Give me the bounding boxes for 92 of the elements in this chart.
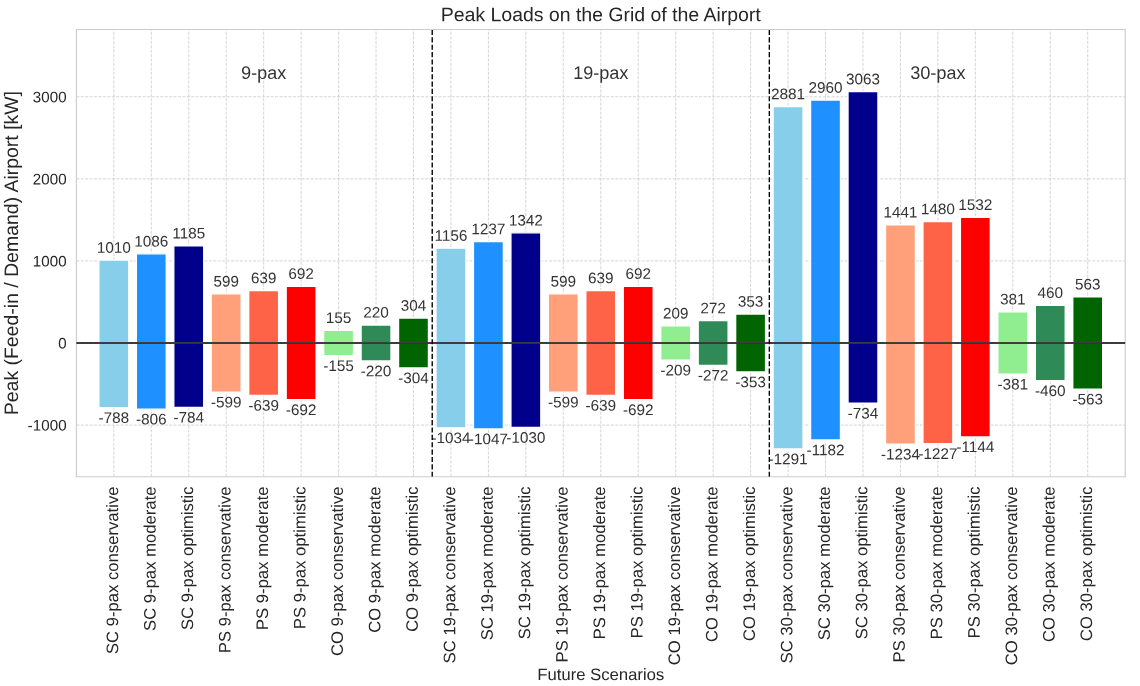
- data-label: -692: [286, 404, 316, 416]
- data-label: 1342: [510, 214, 543, 226]
- data-label: -1030: [507, 432, 545, 443]
- data-label: -1227: [919, 448, 957, 459]
- x-tick-label: CO 30-pax conservative: [1005, 487, 1021, 665]
- x-tick-label: SC 30-pax conservative: [780, 487, 796, 663]
- x-tick-label: SC 9-pax moderate: [143, 487, 160, 631]
- data-label: -460: [1035, 385, 1065, 397]
- x-tick-label: PS 19-pax moderate: [593, 487, 609, 638]
- data-label: 599: [551, 275, 576, 287]
- x-tick-label: PS 30-pax moderate: [930, 487, 946, 638]
- data-label: -1182: [807, 444, 844, 456]
- data-label: -806: [136, 413, 166, 425]
- data-label: -272: [698, 369, 728, 381]
- data-label: -1034: [432, 432, 471, 444]
- x-tick-label: CO 19-pax optimistic: [742, 486, 759, 641]
- x-tick-label: SC 9-pax optimistic: [180, 486, 197, 630]
- data-label: 692: [289, 268, 314, 280]
- data-label: 3063: [846, 73, 880, 85]
- data-label: -784: [174, 411, 204, 423]
- data-label: 220: [364, 306, 389, 318]
- data-label: -1144: [957, 441, 994, 453]
- data-label: -788: [99, 412, 129, 424]
- annotation: 19-pax: [574, 66, 629, 83]
- x-tick-label: PS 30-pax conservative: [892, 487, 909, 662]
- data-label: -692: [623, 404, 653, 416]
- data-label: -639: [586, 400, 616, 411]
- x-tick-label: PS 19-pax conservative: [555, 487, 572, 662]
- data-label: 381: [1000, 293, 1025, 305]
- data-label: 599: [214, 275, 239, 287]
- data-label: 563: [1075, 278, 1100, 290]
- data-label: 1480: [922, 203, 955, 215]
- x-tick-label: CO 9-pax conservative: [330, 487, 347, 656]
- x-tick-label: PS 9-pax optimistic: [293, 486, 309, 628]
- data-label: -1234: [881, 448, 920, 460]
- x-tick-label: SC 19-pax optimistic: [518, 486, 534, 639]
- data-label: -1047: [469, 433, 508, 445]
- data-label: -304: [398, 372, 429, 384]
- data-label: -220: [361, 365, 391, 377]
- y-axis-title: Peak (Feed-in / Demand) Airport [kW]: [3, 92, 23, 414]
- y-tick-label: -1000: [28, 419, 67, 431]
- x-tick-label: PS 19-pax optimistic: [630, 486, 647, 638]
- data-label: 155: [327, 312, 351, 324]
- data-label: 1156: [435, 230, 467, 241]
- data-label: 639: [251, 272, 276, 284]
- data-label: 1441: [884, 206, 917, 218]
- x-tick-label: SC 30-pax optimistic: [855, 486, 871, 639]
- data-label: -734: [848, 407, 878, 419]
- data-label: 1532: [959, 199, 992, 211]
- data-label: 692: [626, 268, 651, 280]
- data-label: 1237: [472, 223, 505, 235]
- x-tick-label: CO 30-pax moderate: [1042, 487, 1059, 642]
- x-tick-label: PS 30-pax optimistic: [967, 486, 984, 638]
- x-axis-title: Future Scenarios: [538, 668, 664, 681]
- y-tick-label: 3000: [33, 91, 67, 103]
- chart-title: Peak Loads on the Grid of the Airport: [442, 7, 761, 26]
- x-tick-label: CO 19-pax moderate: [705, 487, 721, 642]
- y-tick-label: 1000: [33, 255, 67, 267]
- x-tick-label: SC 9-pax conservative: [106, 487, 122, 654]
- data-label: -599: [548, 396, 578, 408]
- data-label: -155: [323, 360, 354, 372]
- data-label: 304: [401, 300, 426, 311]
- data-label: -353: [736, 376, 766, 388]
- data-label: 1010: [98, 242, 131, 253]
- data-label: 1185: [173, 227, 205, 239]
- data-label: 209: [663, 307, 688, 319]
- data-label: 639: [588, 272, 613, 284]
- y-tick-label: 0: [58, 337, 67, 349]
- y-tick-label: 2000: [33, 173, 67, 185]
- x-tick-label: CO 9-pax moderate: [368, 487, 384, 632]
- data-label: 353: [738, 296, 763, 307]
- annotation: 9-pax: [241, 66, 287, 83]
- x-tick-label: SC 19-pax moderate: [480, 487, 497, 640]
- x-tick-label: PS 9-pax conservative: [218, 487, 234, 652]
- x-tick-label: SC 30-pax moderate: [817, 487, 834, 640]
- data-label: -1291: [769, 453, 807, 465]
- data-label: -209: [661, 364, 691, 376]
- x-tick-label: CO 9-pax optimistic: [405, 486, 422, 632]
- data-label: 1086: [135, 235, 168, 247]
- data-label: -563: [1073, 393, 1103, 405]
- data-label: -381: [998, 378, 1028, 390]
- annotation: 30-pax: [910, 66, 966, 83]
- data-label: -599: [211, 396, 241, 408]
- data-label: 2881: [771, 88, 805, 100]
- x-tick-label: CO 19-pax conservative: [667, 487, 684, 665]
- data-label: 460: [1037, 287, 1063, 299]
- x-tick-label: CO 30-pax optimistic: [1079, 486, 1096, 641]
- x-tick-label: SC 19-pax conservative: [443, 487, 459, 663]
- data-label: -639: [249, 400, 279, 411]
- data-label: 2960: [809, 82, 842, 93]
- x-tick-label: PS 9-pax moderate: [255, 487, 272, 629]
- data-label: 272: [701, 302, 726, 314]
